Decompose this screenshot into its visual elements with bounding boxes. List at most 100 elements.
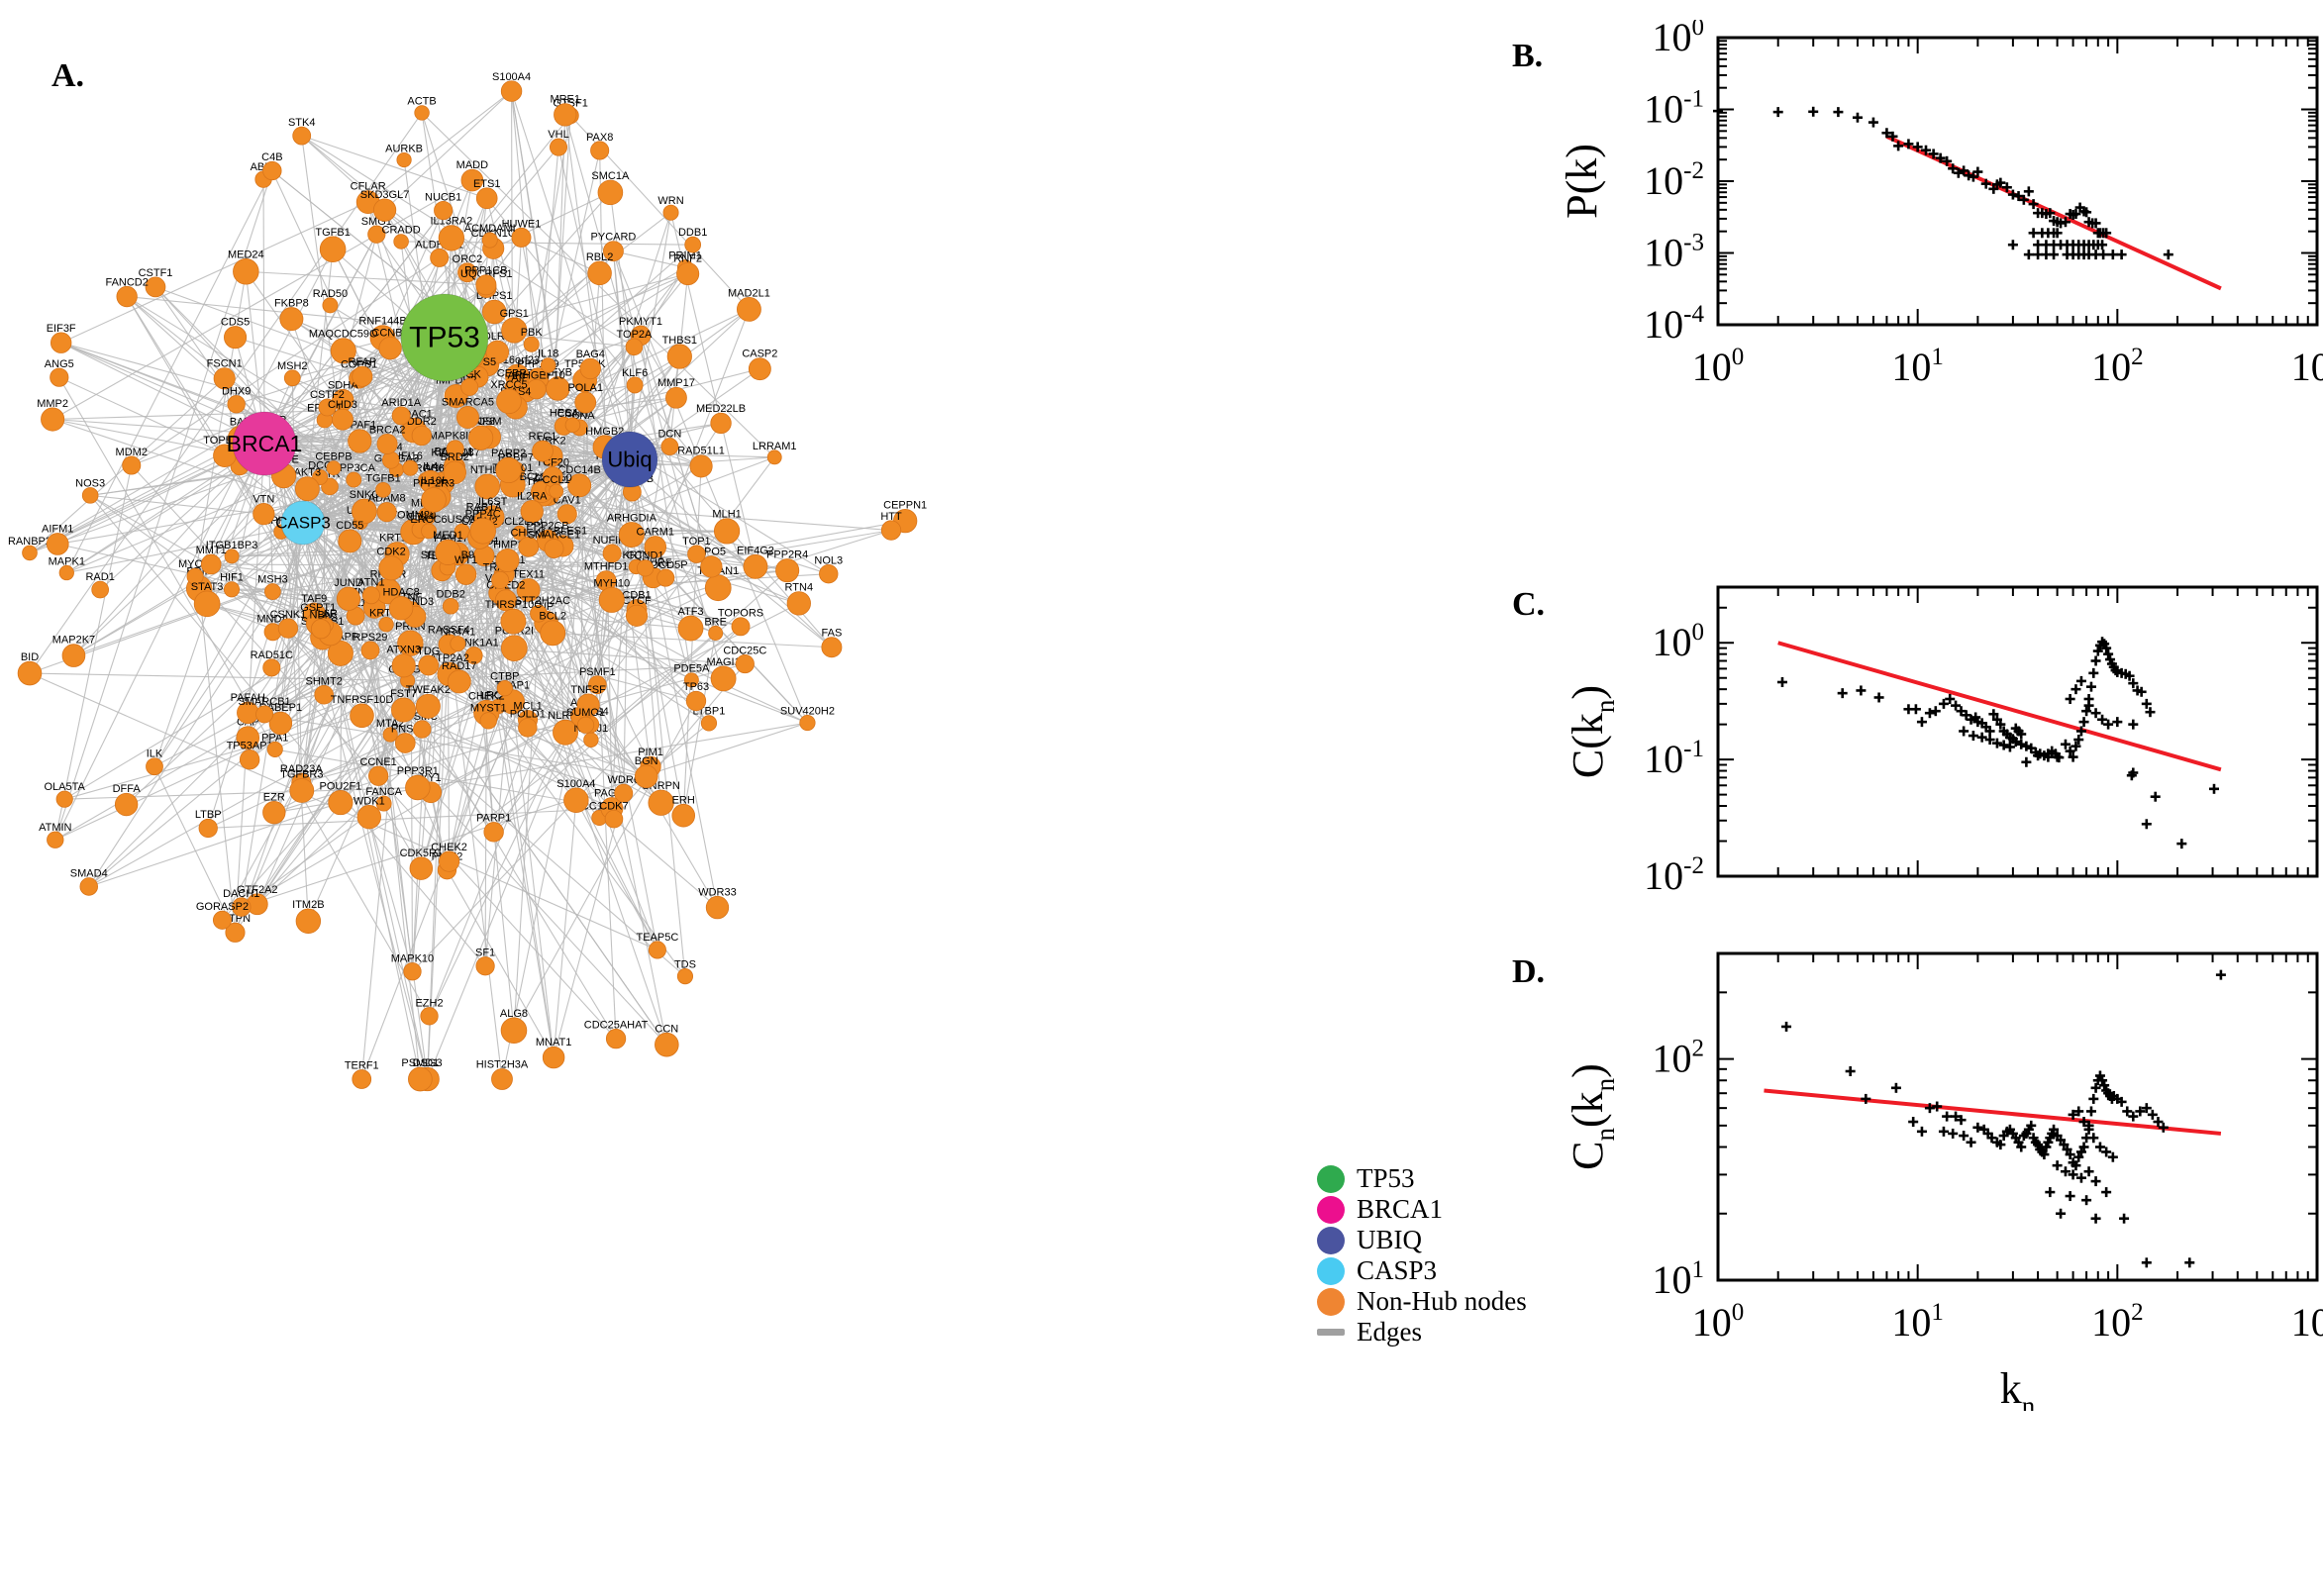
network-node[interactable]: ANG5 (45, 358, 74, 387)
network-node[interactable]: TIMP1 (491, 539, 524, 573)
network-node[interactable]: ACMDAMI (464, 223, 516, 249)
network-node[interactable]: CSTF1 (139, 267, 173, 298)
network-node[interactable]: CDK5R1 (400, 848, 443, 880)
network-node[interactable]: ORC2 (453, 253, 483, 283)
network-node[interactable]: GORASP2 (196, 901, 249, 930)
network-node[interactable]: ILK (146, 748, 163, 776)
network-node[interactable]: HIST2H3A (476, 1059, 529, 1090)
network-node[interactable]: CRADD (382, 225, 421, 249)
network-node[interactable]: PSMF1 (579, 666, 616, 695)
network-node[interactable]: MLH1 (712, 509, 742, 545)
network-node[interactable]: WDR6 (608, 774, 640, 803)
network-node[interactable]: ARHGEF10 (508, 369, 565, 400)
network-node[interactable]: MYH10 (593, 577, 630, 613)
network-node[interactable]: DDR2 (407, 416, 437, 447)
network-node[interactable]: RAD17 (442, 660, 477, 694)
hub-node-brca1[interactable]: BRCA1 (227, 411, 303, 476)
network-node[interactable]: PPP4C (465, 508, 501, 545)
network-node[interactable]: PAFAH (231, 692, 265, 725)
network-node[interactable]: ARID1A (381, 397, 422, 426)
network-node[interactable]: BGN (635, 755, 658, 789)
network-node[interactable]: CCNE1 (359, 756, 397, 786)
network-node[interactable]: CCN (655, 1023, 679, 1057)
network-node[interactable]: CDS5 (221, 317, 250, 349)
network-node[interactable]: NFYB (544, 367, 572, 401)
network-node[interactable]: TNFRSF10D (331, 694, 394, 729)
network-node[interactable]: PAX8 (586, 132, 613, 160)
network-node[interactable]: DACH1 (223, 888, 259, 917)
network-node[interactable]: AKT3 (294, 467, 322, 502)
network-node[interactable]: LTBP (195, 809, 222, 839)
network-node[interactable]: CHD3 (328, 399, 357, 431)
network-node[interactable]: NR4A1 (441, 627, 475, 652)
network-node[interactable]: RAD50 (313, 288, 348, 314)
network-node[interactable]: RAD51C (251, 649, 293, 677)
network-node[interactable]: MDM2 (116, 447, 148, 475)
network-node[interactable]: THRSP10C (485, 599, 543, 635)
network-node[interactable]: ARHGDIA (607, 512, 657, 549)
network-node[interactable]: SMARCE1 (528, 529, 580, 559)
network-node[interactable]: CSNK1 (270, 609, 307, 639)
network-node[interactable]: ERH (671, 794, 695, 828)
network-node[interactable]: SDHA (328, 379, 358, 412)
network-node[interactable]: SMC1A (591, 170, 630, 206)
network-node[interactable]: MAQCDC59O (309, 329, 378, 364)
hub-node-ubiq[interactable]: Ubiq (601, 431, 658, 488)
network-node[interactable]: SHMT2 (306, 675, 343, 705)
network-node[interactable]: SMARCA5 (442, 396, 494, 430)
network-node[interactable]: PPP2R3 (413, 478, 454, 513)
network-node[interactable]: ETS1 (473, 178, 501, 210)
network-node[interactable]: MNAT1 (536, 1037, 571, 1069)
network-node[interactable]: TDG (417, 646, 440, 676)
network-node[interactable]: IL18 (538, 349, 558, 373)
network-node[interactable]: RFAP (348, 356, 376, 387)
network-node[interactable]: AURKB (385, 143, 423, 168)
network-node[interactable]: MED1 (433, 530, 463, 565)
network-node[interactable]: NOL3 (814, 554, 843, 584)
network-node[interactable]: PARP1 (476, 813, 511, 843)
network-node[interactable]: DHX9 (222, 385, 251, 414)
network-node[interactable]: ACTB (407, 96, 437, 121)
network-node[interactable]: SF1 (475, 948, 495, 976)
network-node[interactable]: TOP1 (682, 536, 711, 563)
network-node[interactable]: C4B (261, 151, 283, 181)
network-node[interactable]: ATMIN (39, 822, 72, 848)
network-node[interactable]: STAT3 (191, 581, 224, 618)
network-node[interactable]: MAP2K7 (52, 635, 95, 667)
network-node[interactable]: RANBP2 (8, 536, 51, 561)
network-node[interactable]: GPS1 (500, 308, 529, 344)
network-node[interactable]: WDR33 (698, 886, 737, 920)
network-node[interactable]: JUND (334, 577, 363, 611)
network-node[interactable]: XRCC5 (490, 379, 528, 415)
network-node[interactable]: TEAP5C (637, 932, 679, 959)
network-node[interactable]: CARM1 (637, 527, 675, 558)
network-node[interactable]: DDB1 (678, 227, 707, 253)
network-node[interactable]: AIFM1 (42, 524, 73, 555)
network-node[interactable]: EZH2 (415, 998, 444, 1026)
network-node[interactable]: HTT (880, 511, 902, 541)
network-node[interactable]: PDCD5P (644, 559, 688, 587)
network-node[interactable]: FSCN1 (207, 358, 243, 390)
network-node[interactable]: SUMO1 (566, 707, 605, 734)
network-node[interactable]: EZR (262, 791, 286, 825)
network-node[interactable]: MAPK10 (391, 952, 434, 981)
network-node[interactable]: RAD1 (85, 571, 115, 599)
network-node[interactable]: MYST1 (470, 703, 507, 730)
hub-node-tp53[interactable]: TP53 (400, 293, 489, 382)
network-node[interactable]: POLD1 (510, 709, 546, 738)
network-node[interactable]: KLF6 (622, 367, 648, 394)
network-node[interactable]: PPA1 (261, 732, 288, 757)
network-hub-nodes[interactable]: TP53 BRCA1 Ubiq CASP3 (227, 293, 658, 546)
network-node[interactable]: BRD2 (441, 451, 469, 485)
network-node[interactable]: TOP2A (617, 329, 654, 356)
network-node[interactable]: PARP2 (491, 448, 526, 484)
network-node[interactable]: CDK7 (599, 800, 629, 829)
network-node[interactable]: WT1 (454, 554, 477, 585)
network-node[interactable]: ATN1 (357, 577, 385, 605)
network-node[interactable]: MSH3 (257, 574, 288, 600)
panel-d-chart[interactable]: 102101100101102103knCn(kn) (1545, 936, 2323, 1411)
network-node[interactable]: TGFB1 (365, 472, 401, 498)
network-node[interactable]: RBL2 (586, 251, 614, 286)
network-node[interactable]: CCND1 (627, 550, 664, 577)
network-node[interactable]: PSMD1 (401, 1057, 439, 1092)
